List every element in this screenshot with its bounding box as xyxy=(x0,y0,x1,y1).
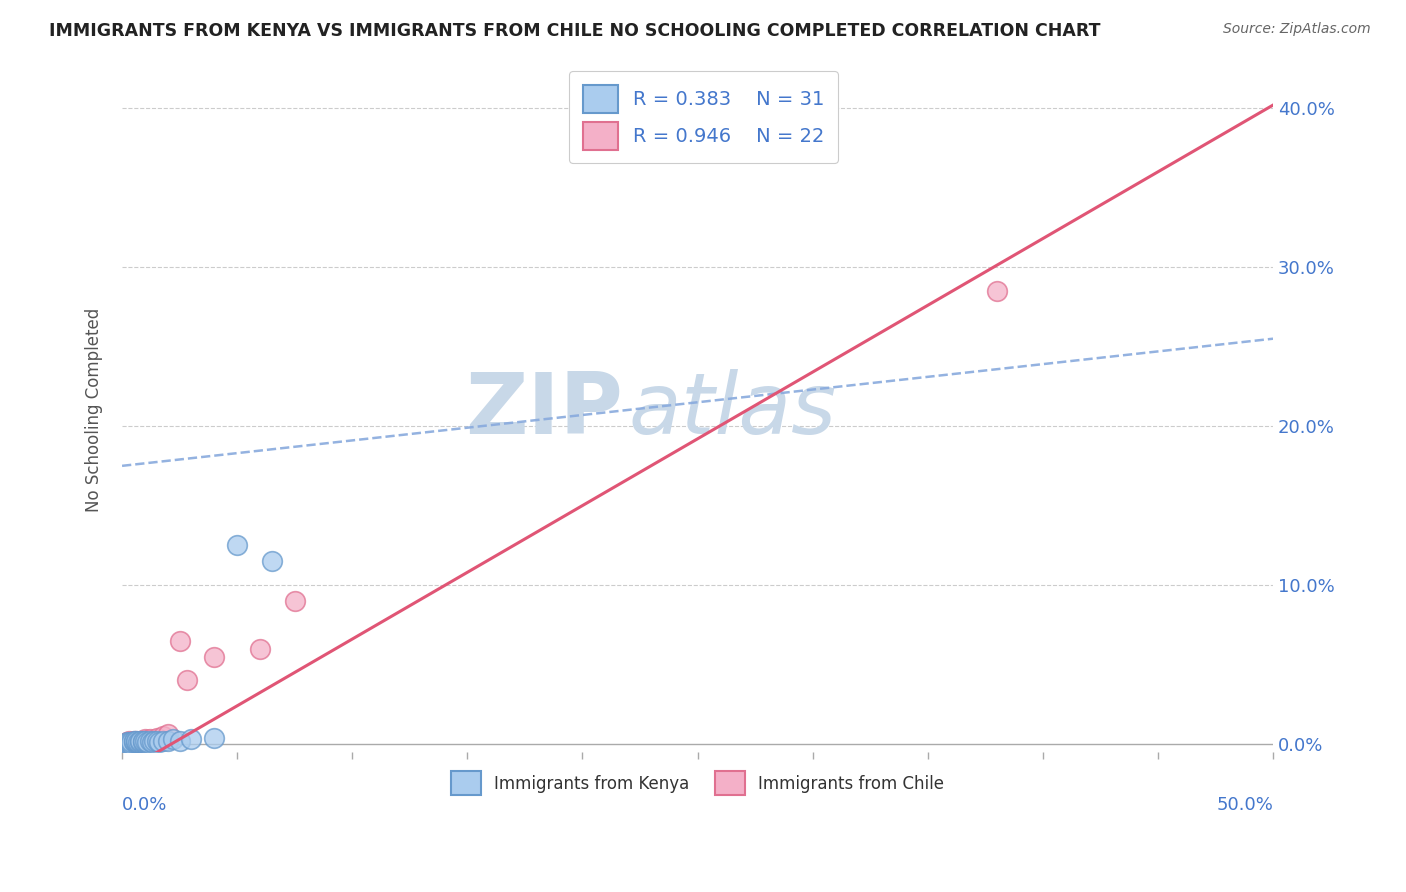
Point xyxy=(176,673,198,688)
Point xyxy=(125,733,148,747)
Point xyxy=(138,732,160,747)
Text: Source: ZipAtlas.com: Source: ZipAtlas.com xyxy=(1223,22,1371,37)
Point xyxy=(141,735,163,749)
Point xyxy=(120,735,142,749)
Point xyxy=(125,733,148,747)
Point xyxy=(143,733,166,747)
Point xyxy=(129,735,152,749)
Text: ZIP: ZIP xyxy=(465,368,623,451)
Point xyxy=(169,633,191,648)
Point xyxy=(127,735,149,749)
Point xyxy=(112,737,135,751)
Point xyxy=(148,735,170,749)
Point xyxy=(249,641,271,656)
Point xyxy=(118,737,141,751)
Point xyxy=(115,737,138,751)
Point xyxy=(986,284,1008,298)
Point xyxy=(127,735,149,749)
Point xyxy=(134,732,156,747)
Point xyxy=(122,733,145,747)
Point xyxy=(118,735,141,749)
Point xyxy=(122,735,145,749)
Point xyxy=(226,538,249,552)
Point xyxy=(152,733,174,747)
Point xyxy=(169,733,191,747)
Point xyxy=(115,735,138,749)
Point xyxy=(115,737,138,751)
Point xyxy=(132,735,155,749)
Text: 0.0%: 0.0% xyxy=(122,797,167,814)
Point xyxy=(157,727,180,741)
Point xyxy=(180,732,202,747)
Text: atlas: atlas xyxy=(628,368,837,451)
Point xyxy=(145,733,167,747)
Text: IMMIGRANTS FROM KENYA VS IMMIGRANTS FROM CHILE NO SCHOOLING COMPLETED CORRELATIO: IMMIGRANTS FROM KENYA VS IMMIGRANTS FROM… xyxy=(49,22,1101,40)
Y-axis label: No Schooling Completed: No Schooling Completed xyxy=(86,308,103,512)
Point xyxy=(157,733,180,747)
Point xyxy=(129,733,152,747)
Point xyxy=(202,731,225,745)
Point xyxy=(132,733,155,747)
Point xyxy=(125,735,148,749)
Point xyxy=(132,733,155,747)
Point xyxy=(145,731,167,745)
Point xyxy=(122,733,145,747)
Point xyxy=(118,735,141,749)
Point xyxy=(202,649,225,664)
Point xyxy=(162,732,184,747)
Legend: Immigrants from Kenya, Immigrants from Chile: Immigrants from Kenya, Immigrants from C… xyxy=(444,764,950,802)
Point xyxy=(120,735,142,749)
Point xyxy=(118,733,141,747)
Point xyxy=(115,735,138,749)
Point xyxy=(138,733,160,747)
Point xyxy=(284,594,307,608)
Point xyxy=(136,735,159,749)
Point xyxy=(129,733,152,747)
Point xyxy=(112,737,135,751)
Text: 50.0%: 50.0% xyxy=(1216,797,1272,814)
Point xyxy=(122,735,145,749)
Point xyxy=(152,729,174,743)
Point xyxy=(134,733,156,747)
Point xyxy=(120,737,142,751)
Point xyxy=(260,554,283,568)
